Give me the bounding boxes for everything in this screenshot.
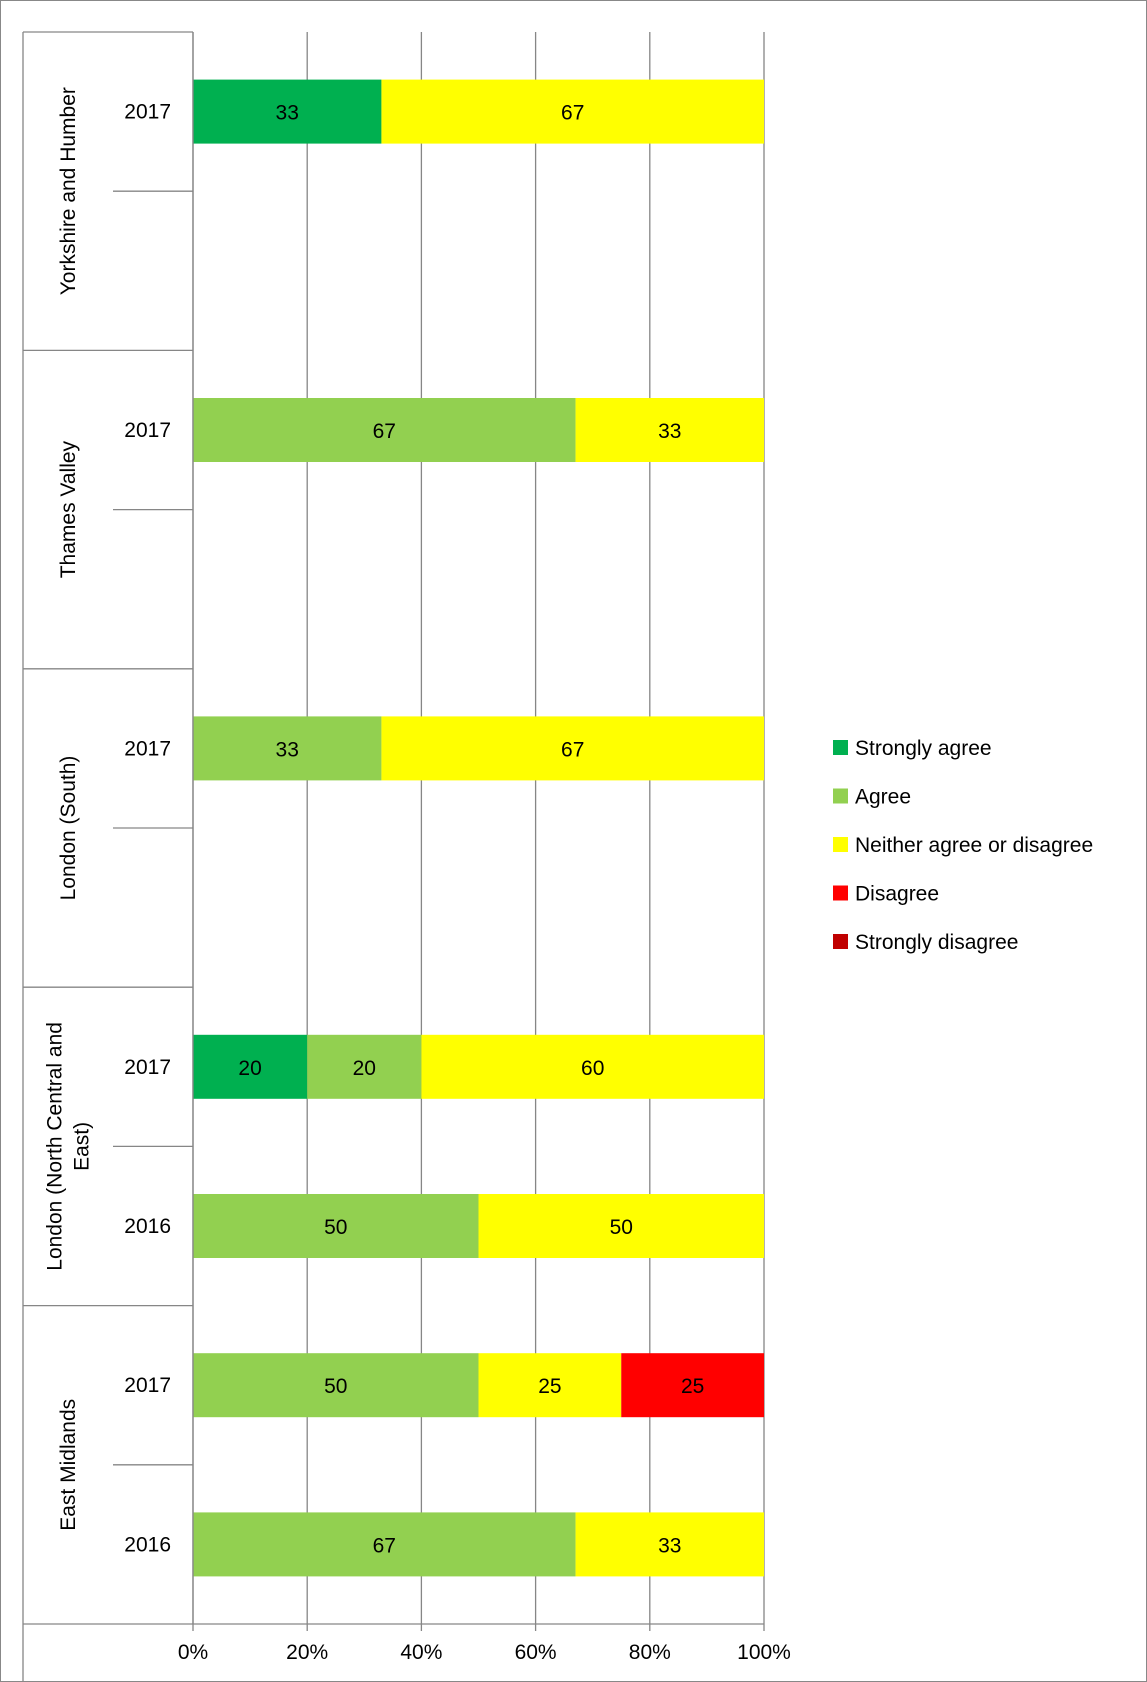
legend-label-strongly-disagree: Strongly disagree (855, 931, 1018, 954)
year-label: 2017 (124, 1056, 171, 1079)
data-label: 20 (238, 1057, 261, 1080)
bar-segment-neither-agree-or-disagree (575, 1512, 764, 1577)
bar-segment-strongly-agree (193, 1034, 308, 1099)
x-tick-label: 20% (286, 1641, 328, 1664)
year-label: 2017 (124, 419, 171, 442)
year-label: 2017 (124, 737, 171, 760)
group-label-london-north-central-and-east: London (North Central and East) (44, 1022, 94, 1271)
legend-swatch-strongly-agree (833, 740, 848, 755)
x-tick-label: 0% (178, 1641, 208, 1664)
category-axis: Yorkshire and Humber 2017 Thames Valley 201… (22, 31, 764, 1682)
year-label: 2016 (124, 1533, 171, 1556)
data-label: 67 (373, 420, 396, 443)
bar-segment-agree (193, 1194, 479, 1258)
data-label: 33 (658, 1534, 681, 1557)
bar-segment-neither-agree-or-disagree (381, 716, 764, 781)
data-label: 67 (373, 1534, 396, 1557)
data-label: 25 (681, 1375, 704, 1398)
bar-segment-agree (307, 1034, 422, 1099)
legend-label-disagree: Disagree (855, 883, 939, 906)
bar-segment-neither-agree-or-disagree (421, 1034, 764, 1099)
legend-swatch-neither-agree-or-disagree (833, 837, 848, 852)
year-label: 2017 (124, 101, 171, 124)
legend-swatch-disagree (833, 885, 848, 901)
data-label: 33 (276, 738, 299, 761)
group-label-east-midlands: East Midlands (57, 1399, 80, 1531)
bars: 33 67 67 33 33 67 20 20 60 50 50 50 25 25 67 33 (193, 79, 764, 1577)
legend-label-strongly-agree: Strongly agree (855, 737, 992, 760)
data-label: 50 (324, 1216, 347, 1239)
legend-label-agree: Agree (855, 786, 911, 809)
data-label: 67 (561, 738, 584, 761)
legend-swatch-strongly-disagree (833, 934, 848, 949)
data-label: 67 (561, 102, 584, 125)
bar-segment-disagree (621, 1353, 764, 1418)
x-tick-label: 80% (629, 1641, 671, 1664)
bar-segment-neither-agree-or-disagree (478, 1194, 764, 1258)
bar-segment-agree (193, 1353, 479, 1418)
bar-segment-neither-agree-or-disagree (575, 398, 764, 462)
legend-label-neither-agree-or-disagree: Neither agree or disagree (855, 834, 1093, 857)
x-axis-ticks: 0% 20% 40% 60% 80% 100% (178, 1624, 791, 1664)
x-tick-label: 40% (400, 1641, 442, 1664)
bar-segment-strongly-agree (193, 79, 382, 144)
data-label: 33 (276, 102, 299, 125)
data-label: 33 (658, 420, 681, 443)
data-label: 25 (538, 1375, 561, 1398)
bar-segment-neither-agree-or-disagree (381, 79, 764, 144)
x-tick-label: 100% (737, 1641, 791, 1664)
bar-segment-neither-agree-or-disagree (478, 1353, 622, 1418)
data-label: 20 (353, 1057, 376, 1080)
data-label: 60 (581, 1057, 604, 1080)
legend-swatch-agree (833, 788, 848, 804)
group-label-yorkshire-and-humber: Yorkshire and Humber (57, 87, 80, 295)
bar-segment-agree (193, 716, 382, 781)
x-tick-label: 60% (515, 1641, 557, 1664)
bar-segment-agree (193, 398, 576, 462)
legend: Strongly agree Agree Neither agree or disa… (833, 737, 1093, 954)
group-label-london-south: London (South) (57, 756, 80, 901)
data-label: 50 (324, 1375, 347, 1398)
group-label-thames-valley: Thames Valley (57, 440, 80, 578)
year-label: 2016 (124, 1215, 171, 1238)
bar-segment-agree (193, 1512, 576, 1577)
data-label: 50 (610, 1216, 633, 1239)
year-label: 2017 (124, 1374, 171, 1397)
